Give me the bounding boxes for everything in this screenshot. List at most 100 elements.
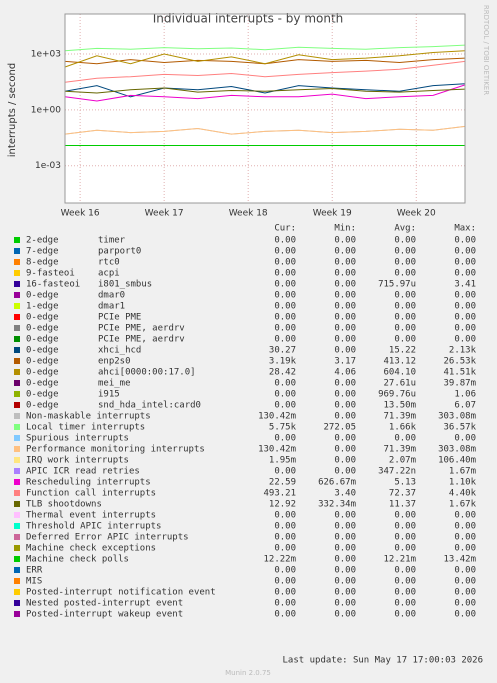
legend-swatch bbox=[14, 468, 20, 474]
legend-cur: 0.00 bbox=[274, 434, 296, 444]
legend-cur: 0.00 bbox=[274, 522, 296, 532]
legend-swatch bbox=[14, 479, 20, 485]
legend-max: 0.00 bbox=[454, 302, 476, 312]
legend-header: Avg: bbox=[394, 224, 416, 234]
legend-avg: 0.00 bbox=[394, 434, 416, 444]
legend-min: 0.00 bbox=[334, 280, 356, 290]
legend-avg: 13.50m bbox=[383, 401, 416, 411]
legend-min: 0.00 bbox=[334, 302, 356, 312]
legend-cur: 0.00 bbox=[274, 544, 296, 554]
legend-min: 0.00 bbox=[334, 269, 356, 279]
legend-name: Machine check polls bbox=[26, 555, 129, 565]
legend-name: Local timer interrupts bbox=[26, 423, 145, 433]
legend-header: Max: bbox=[454, 224, 476, 234]
legend-cur: 0.00 bbox=[274, 577, 296, 587]
legend-cur: 12.92 bbox=[269, 500, 296, 510]
legend-irq: 0-edge bbox=[26, 401, 59, 411]
legend-min: 0.00 bbox=[334, 577, 356, 587]
legend-header: Min: bbox=[334, 224, 356, 234]
legend-avg: 0.00 bbox=[394, 324, 416, 334]
legend-max: 0.00 bbox=[454, 247, 476, 257]
legend-avg: 347.22n bbox=[378, 467, 416, 477]
legend-avg: 0.00 bbox=[394, 544, 416, 554]
legend-max: 0.00 bbox=[454, 324, 476, 334]
legend-avg: 0.00 bbox=[394, 269, 416, 279]
legend-cur: 130.42m bbox=[258, 445, 296, 455]
legend-min: 0.00 bbox=[334, 401, 356, 411]
legend-swatch bbox=[14, 237, 20, 243]
legend-name: i915 bbox=[98, 390, 120, 400]
legend-avg: 71.39m bbox=[383, 412, 416, 422]
legend-swatch bbox=[14, 457, 20, 463]
plot-frame bbox=[64, 13, 466, 204]
legend-header: Cur: bbox=[274, 224, 296, 234]
legend-avg: 1.66k bbox=[389, 423, 417, 433]
legend-name: APIC ICR read retries bbox=[26, 467, 140, 477]
legend-name: dmar0 bbox=[98, 291, 125, 301]
legend-swatch bbox=[14, 435, 20, 441]
legend-cur: 0.00 bbox=[274, 280, 296, 290]
x-tick-label: Week 20 bbox=[397, 209, 436, 219]
x-tick-label: Week 19 bbox=[313, 209, 352, 219]
legend-name: Posted-interrupt wakeup event bbox=[26, 610, 183, 620]
legend-cur: 1.95m bbox=[269, 456, 296, 466]
plot-area bbox=[65, 14, 465, 203]
legend-irq: 0-edge bbox=[26, 335, 59, 345]
legend-avg: 15.22 bbox=[389, 346, 416, 356]
legend-min: 626.67m bbox=[318, 478, 356, 488]
legend-cur: 5.75k bbox=[269, 423, 297, 433]
legend-max: 6.07 bbox=[454, 401, 476, 411]
legend-swatch bbox=[14, 501, 20, 507]
series-line bbox=[64, 50, 466, 68]
legend-max: 0.00 bbox=[454, 533, 476, 543]
legend-cur: 30.27 bbox=[269, 346, 296, 356]
legend-name: acpi bbox=[98, 269, 120, 279]
x-tick-label: Week 16 bbox=[61, 209, 100, 219]
legend-cur: 3.19k bbox=[269, 357, 297, 367]
legend-irq: 0-edge bbox=[26, 379, 59, 389]
series-line bbox=[64, 83, 466, 98]
legend-cur: 12.22m bbox=[263, 555, 296, 565]
legend-avg: 71.39m bbox=[383, 445, 416, 455]
legend-max: 0.00 bbox=[454, 313, 476, 323]
legend-max: 0.00 bbox=[454, 258, 476, 268]
legend-swatch bbox=[14, 336, 20, 342]
legend-avg: 604.10 bbox=[383, 368, 416, 378]
legend-max: 1.67m bbox=[449, 467, 476, 477]
legend-swatch bbox=[14, 556, 20, 562]
legend-min: 0.00 bbox=[334, 236, 356, 246]
legend-name: mei_me bbox=[98, 379, 131, 389]
legend-min: 3.17 bbox=[334, 357, 356, 367]
legend-name: parport0 bbox=[98, 247, 141, 257]
legend-min: 0.00 bbox=[334, 390, 356, 400]
legend-max: 0.00 bbox=[454, 544, 476, 554]
legend-max: 0.00 bbox=[454, 269, 476, 279]
legend-avg: 0.00 bbox=[394, 313, 416, 323]
legend-max: 0.00 bbox=[454, 588, 476, 598]
legend-swatch bbox=[14, 545, 20, 551]
legend-cur: 0.00 bbox=[274, 467, 296, 477]
legend-cur: 0.00 bbox=[274, 258, 296, 268]
legend-avg: 0.00 bbox=[394, 302, 416, 312]
legend-max: 4.40k bbox=[449, 489, 477, 499]
legend-swatch bbox=[14, 589, 20, 595]
legend-avg: 0.00 bbox=[394, 588, 416, 598]
legend-swatch bbox=[14, 303, 20, 309]
legend-swatch bbox=[14, 578, 20, 584]
legend-irq: 7-edge bbox=[26, 247, 59, 257]
legend-name: Non-maskable interrupts bbox=[26, 412, 151, 422]
legend-name: Machine check exceptions bbox=[26, 544, 156, 554]
legend-avg: 0.00 bbox=[394, 236, 416, 246]
legend-min: 0.00 bbox=[334, 533, 356, 543]
legend-name: enp2s0 bbox=[98, 357, 131, 367]
legend-min: 0.00 bbox=[334, 412, 356, 422]
legend-irq: 0-edge bbox=[26, 357, 59, 367]
legend-cur: 0.00 bbox=[274, 599, 296, 609]
legend-avg: 413.12 bbox=[383, 357, 416, 367]
legend-swatch bbox=[14, 402, 20, 408]
chart-title: Individual interrupts - by month bbox=[153, 12, 344, 26]
legend-cur: 0.00 bbox=[274, 610, 296, 620]
legend-max: 2.13k bbox=[449, 346, 477, 356]
legend-avg: 5.13 bbox=[394, 478, 416, 488]
legend-name: Posted-interrupt notification event bbox=[26, 588, 216, 598]
